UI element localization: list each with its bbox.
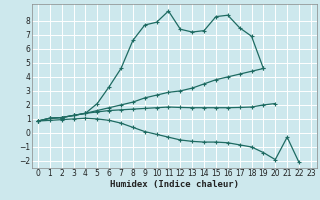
X-axis label: Humidex (Indice chaleur): Humidex (Indice chaleur) xyxy=(110,180,239,189)
